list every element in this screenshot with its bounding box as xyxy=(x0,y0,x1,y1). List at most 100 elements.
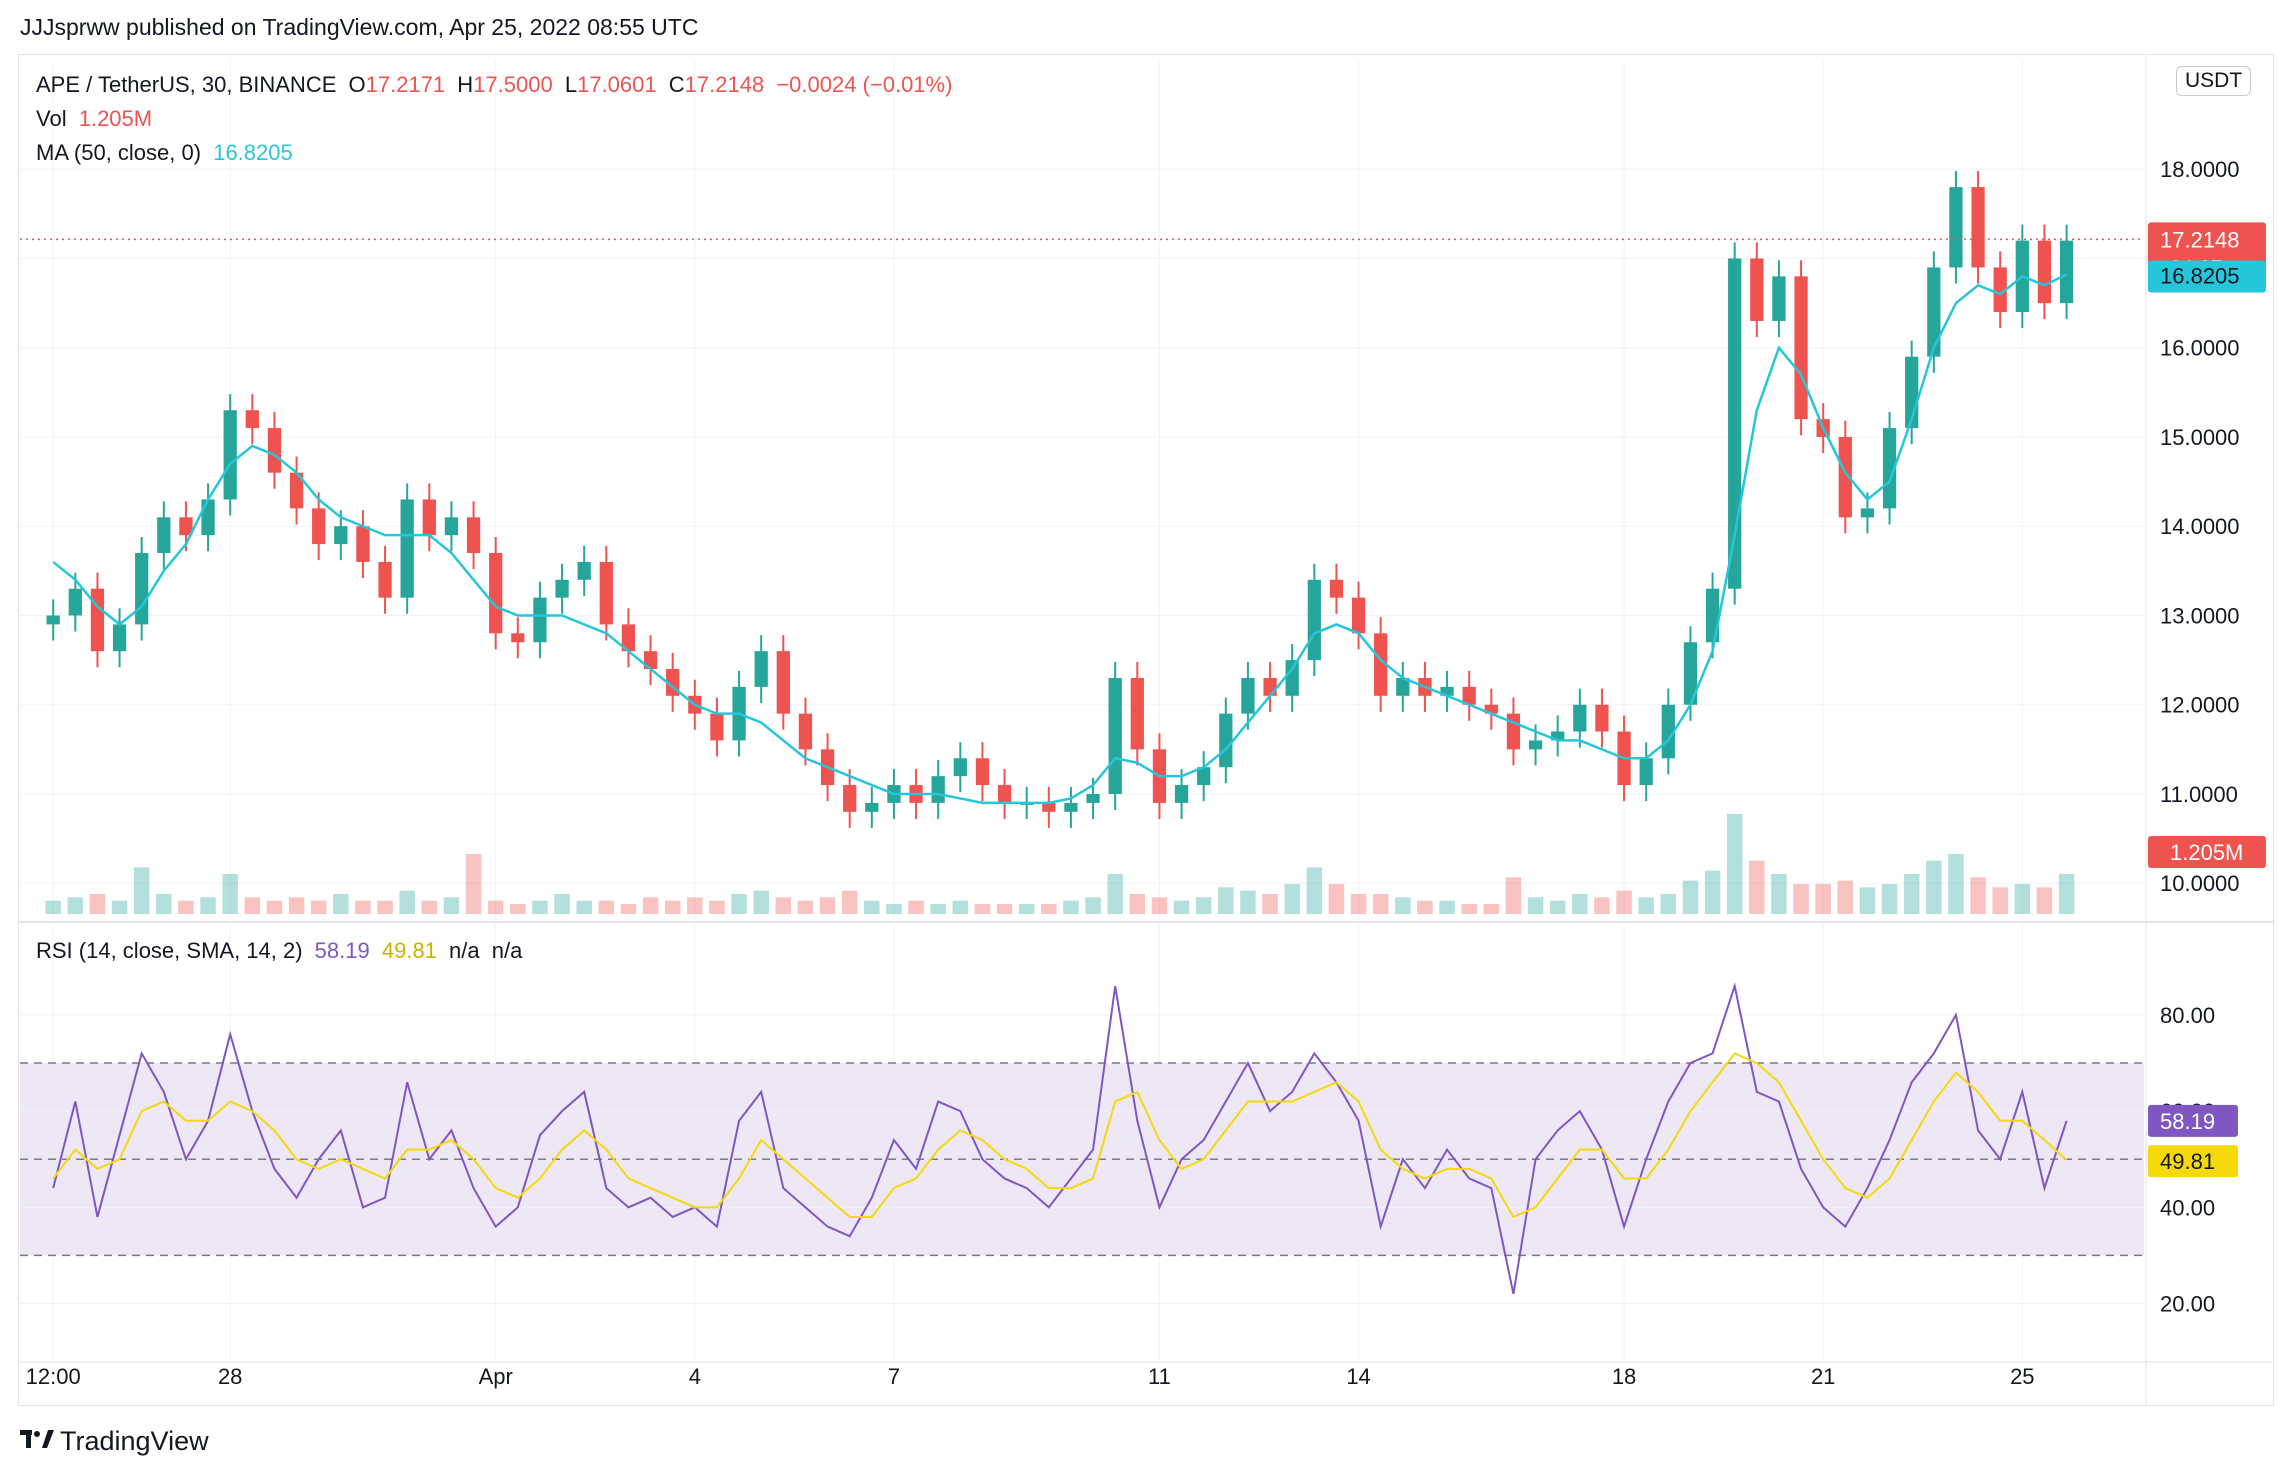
attribution-text: JJJsprww published on TradingView.com, A… xyxy=(20,14,699,40)
volume-bar xyxy=(1505,877,1522,914)
volume-bar xyxy=(532,900,548,914)
candle-body xyxy=(90,588,105,652)
candle-body xyxy=(1728,258,1742,589)
candle-body xyxy=(997,785,1012,803)
volume-bar xyxy=(377,900,393,914)
ma-label[interactable]: MA (50, close, 0) xyxy=(36,140,202,165)
candle-body xyxy=(577,561,591,580)
candle-body xyxy=(1794,276,1808,420)
volume-bar xyxy=(200,897,216,914)
volume-bar xyxy=(841,890,858,914)
volume-bar xyxy=(687,897,703,914)
open-label: O xyxy=(348,72,366,97)
volume-bar xyxy=(1018,904,1035,914)
volume-bar xyxy=(731,894,747,914)
candle-body xyxy=(1772,276,1786,321)
candle-body xyxy=(157,517,171,554)
candle-body xyxy=(1219,713,1233,768)
volume-bar xyxy=(1793,884,1809,914)
volume-bar xyxy=(952,900,969,914)
candle-body xyxy=(1573,704,1587,732)
rsi-na-2: n/a xyxy=(491,938,523,963)
volume-bar xyxy=(1063,900,1079,914)
volume-bar xyxy=(67,897,84,914)
open-value: 17.2171 xyxy=(365,72,446,97)
last-price-value: 17.2148 xyxy=(2160,227,2240,252)
volume-bar xyxy=(620,904,637,914)
candle-body xyxy=(798,713,813,750)
low-value: 17.0601 xyxy=(577,72,657,97)
volume-bar xyxy=(775,897,792,914)
volume-badge-value: 1.205M xyxy=(2170,840,2243,865)
candle-body xyxy=(489,553,503,634)
volume-bar xyxy=(1815,884,1831,914)
time-tick-label: 12:00 xyxy=(26,1364,81,1389)
volume-bar xyxy=(886,904,902,914)
candle-body xyxy=(223,410,237,500)
volume-bar xyxy=(1461,904,1477,914)
candle-body xyxy=(1285,660,1299,696)
candle-body xyxy=(2037,240,2052,304)
candle-body xyxy=(621,624,636,652)
candle-body xyxy=(1860,508,1875,518)
candle-body xyxy=(555,579,569,598)
candle-body xyxy=(1927,267,1941,357)
volume-bar xyxy=(2036,887,2053,914)
candle-body xyxy=(1462,686,1476,705)
volume-bar xyxy=(156,894,172,914)
volume-bar xyxy=(709,900,725,914)
volume-bar xyxy=(598,900,615,914)
candle-body xyxy=(1484,704,1498,714)
symbol-label[interactable]: APE / TetherUS, 30, BINANCE xyxy=(36,72,337,97)
candle-body xyxy=(289,472,304,509)
volume-bar xyxy=(1704,870,1721,914)
time-tick-label: 18 xyxy=(1612,1364,1636,1389)
volume-bar xyxy=(1262,894,1278,914)
brand-name: TradingView xyxy=(60,1426,209,1456)
rsi-badge xyxy=(2148,1104,2238,1137)
volume-bar xyxy=(930,904,946,914)
volume-bar xyxy=(1749,860,1765,914)
candle-body xyxy=(931,776,945,803)
price-tick-label: 14.0000 xyxy=(2160,514,2240,539)
volume-bar xyxy=(1107,874,1123,914)
volume-bar xyxy=(576,900,592,914)
close-value: 17.2148 xyxy=(684,72,765,97)
volume-bar xyxy=(1151,897,1168,914)
candle-body xyxy=(1263,677,1277,696)
volume-bar xyxy=(487,900,504,914)
ma-legend: MA (50, close, 0) 16.8205 xyxy=(36,140,299,166)
volume-bar xyxy=(111,900,128,914)
volume-bar xyxy=(1903,874,1920,914)
volume-bar xyxy=(1417,900,1433,914)
tradingview-logo[interactable]: TradingView xyxy=(20,1426,209,1457)
candle-body xyxy=(1993,267,2007,313)
high-value: 17.5000 xyxy=(473,72,553,97)
candle-body xyxy=(245,410,259,429)
rsi-tick-label: 40.00 xyxy=(2160,1195,2215,1220)
rsi-legend: RSI (14, close, SMA, 14, 2) 58.19 49.81 … xyxy=(36,938,528,964)
volume-label[interactable]: Vol xyxy=(36,106,67,131)
candle-body xyxy=(112,624,127,652)
volume-bar xyxy=(1350,894,1367,914)
volume-bar xyxy=(2058,873,2075,914)
volume-badge xyxy=(2148,836,2266,868)
candle-body xyxy=(1750,258,1764,321)
candle-body xyxy=(599,561,613,625)
candle-body xyxy=(1882,428,1897,509)
candle-body xyxy=(1174,785,1189,803)
candle-body xyxy=(1639,758,1653,786)
volume-bar xyxy=(864,900,880,914)
volume-bar xyxy=(753,890,769,914)
rsi-value: 58.19 xyxy=(314,938,370,963)
rsi-tick-label: 80.00 xyxy=(2160,1003,2215,1028)
volume-bar xyxy=(1992,887,2008,914)
currency-badge[interactable]: USDT xyxy=(2176,66,2252,96)
candle-body xyxy=(643,651,658,670)
price-tick-label: 13.0000 xyxy=(2160,603,2240,628)
volume-bar xyxy=(1859,887,1876,914)
rsi-label[interactable]: RSI (14, close, SMA, 14, 2) xyxy=(36,938,303,963)
volume-bar xyxy=(1771,874,1787,914)
volume-bar xyxy=(554,894,570,914)
